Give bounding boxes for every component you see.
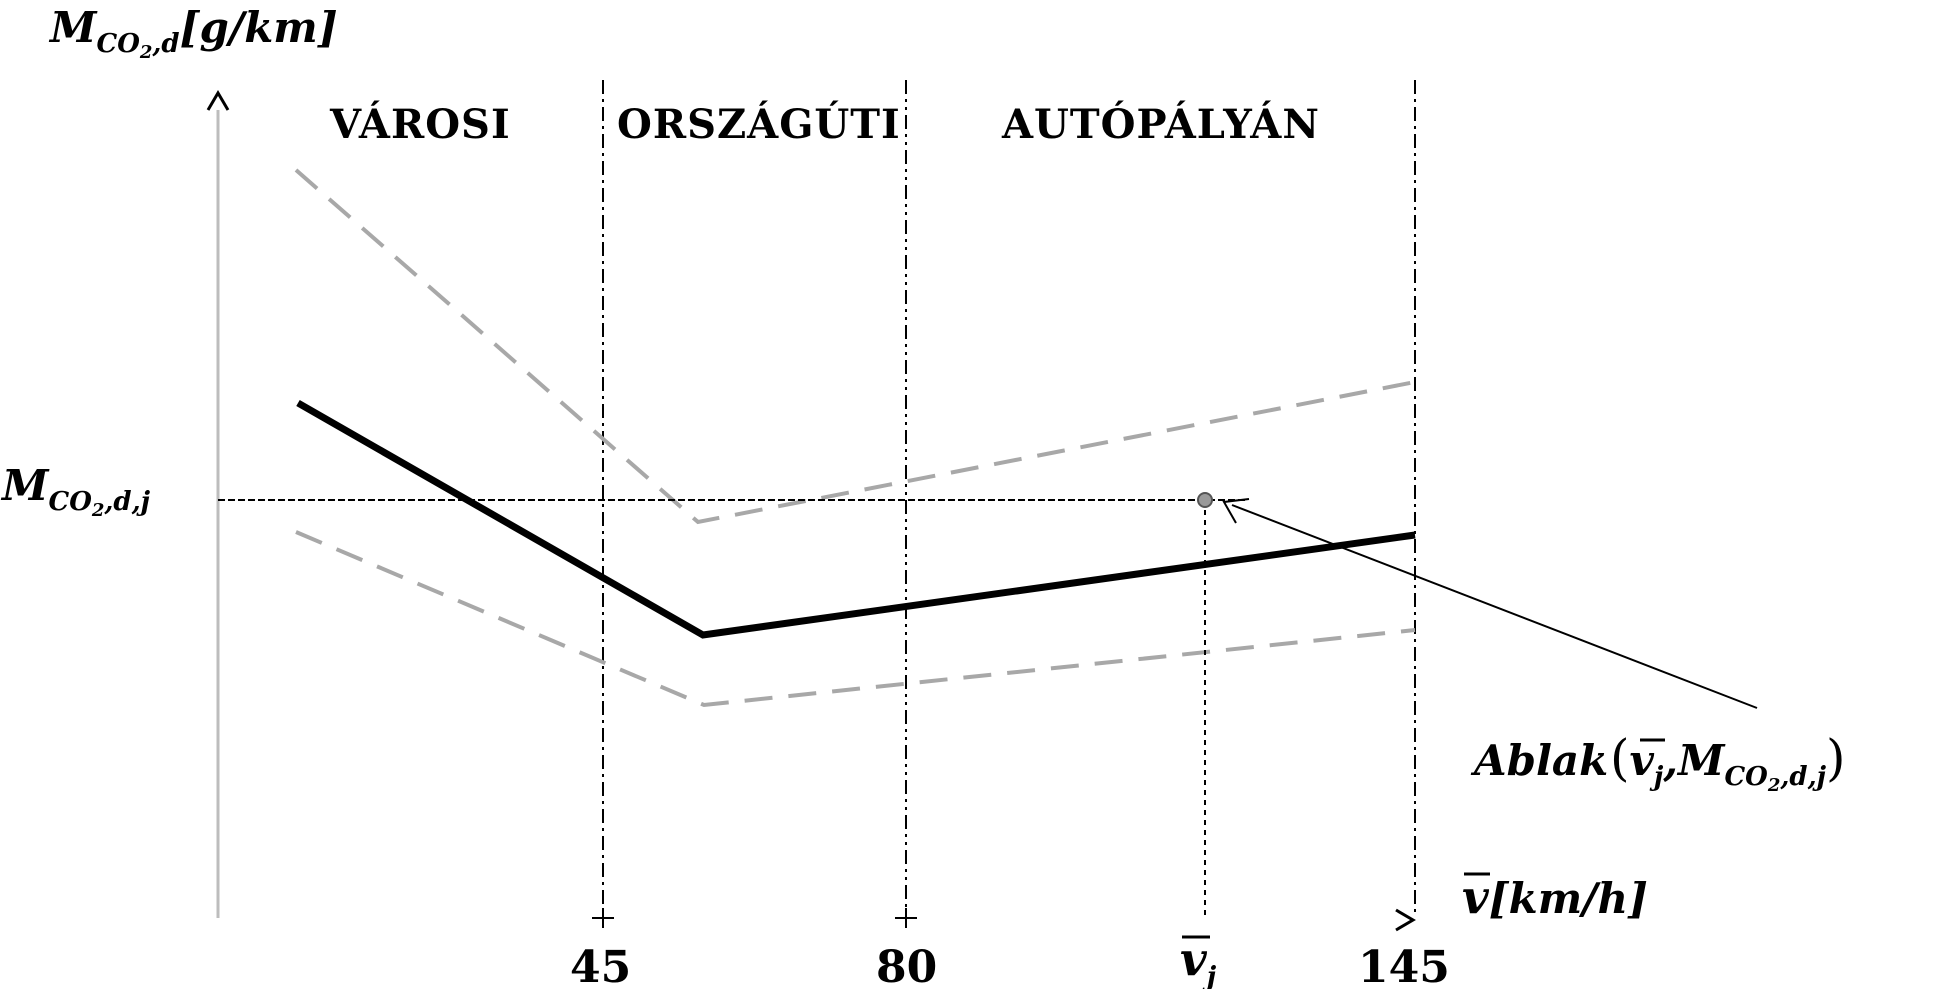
lower-band-line: [295, 530, 1416, 708]
annotation-label: Ablak: [1470, 736, 1608, 785]
x-axis-arrow: [1395, 908, 1416, 932]
annotation-arrow-head: [1222, 498, 1250, 524]
y-axis-arrow: [206, 90, 230, 111]
x-tick-label-80: 80: [876, 942, 937, 989]
annotation-tuple: (vj,MCO2,d,j): [1610, 729, 1846, 796]
region-label-motorway: AUTÓPÁLYÁN: [1001, 101, 1320, 148]
window-point: [1197, 492, 1213, 508]
region-label-urban: VÁROSI: [329, 101, 511, 148]
region-label-rural: ORSZÁGÚTI: [617, 101, 901, 148]
y-axis-label: MCO2,d[g/km]: [48, 3, 338, 63]
x-axis-label: v[km/h]: [1462, 870, 1648, 924]
annotation-arrow-line: [1231, 504, 1758, 709]
x-tick-label-145: 145: [1358, 942, 1450, 989]
main-characteristic-line: [296, 399, 1416, 639]
reference-level-label: MCO2,d,j: [0, 461, 151, 521]
x-tick-label-45: 45: [570, 942, 631, 989]
upper-band-line: [294, 168, 1416, 525]
x-tick-label-vj: vj: [1180, 932, 1217, 989]
